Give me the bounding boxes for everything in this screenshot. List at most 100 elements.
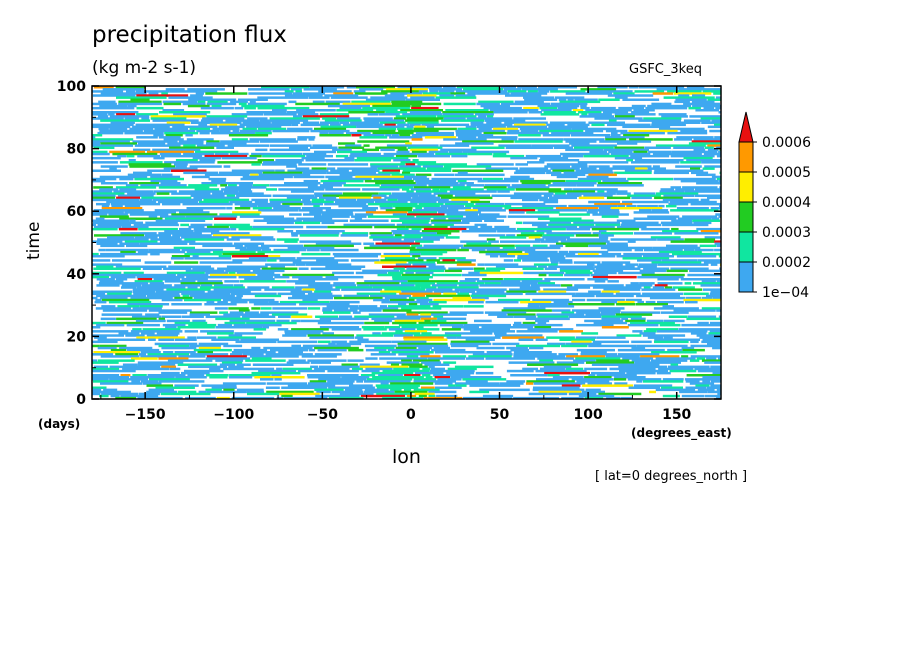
field-cell xyxy=(295,167,310,170)
field-cell xyxy=(528,111,542,114)
field-cell xyxy=(365,98,406,101)
field-cell xyxy=(592,232,601,235)
field-cell xyxy=(189,294,235,298)
field-cell xyxy=(616,303,635,306)
field-cell xyxy=(108,300,152,304)
field-cell xyxy=(550,257,566,260)
field-cell xyxy=(171,213,218,216)
field-cell xyxy=(92,388,102,392)
field-cell xyxy=(92,259,111,262)
field-cell xyxy=(651,261,702,264)
field-cell xyxy=(286,280,316,283)
field-cell xyxy=(565,255,616,258)
field-cell xyxy=(97,359,135,362)
field-cell xyxy=(467,92,510,95)
field-cell xyxy=(576,184,595,187)
field-cell xyxy=(553,146,573,149)
field-cell xyxy=(146,390,178,394)
field-cell xyxy=(450,92,466,95)
field-cell xyxy=(176,115,206,118)
field-cell xyxy=(159,240,196,243)
field-cell xyxy=(374,261,407,264)
field-cell xyxy=(639,269,667,273)
field-cell xyxy=(642,334,686,337)
field-cell xyxy=(655,388,696,392)
field-cell xyxy=(186,138,214,141)
field-cell xyxy=(249,138,296,141)
field-cell xyxy=(219,311,228,314)
field-cell xyxy=(397,86,442,89)
field-cell xyxy=(700,284,721,287)
field-cell xyxy=(662,394,680,398)
field-cell xyxy=(92,290,133,293)
field-cell xyxy=(533,382,586,385)
field-cell xyxy=(594,117,643,120)
field-cell xyxy=(312,100,325,104)
field-cell xyxy=(384,196,412,200)
field-cell xyxy=(345,144,362,147)
field-cell xyxy=(409,250,448,254)
field-cell xyxy=(514,321,522,325)
colorbar-swatch xyxy=(738,171,754,203)
field-cell xyxy=(432,305,464,308)
field-cell xyxy=(691,171,709,175)
field-cell xyxy=(614,113,656,116)
field-cell xyxy=(391,100,423,104)
field-cell xyxy=(427,357,465,360)
field-cell xyxy=(113,190,154,193)
field-cell xyxy=(383,152,435,156)
field-cell xyxy=(92,213,108,216)
field-cell xyxy=(437,232,452,235)
field-cell xyxy=(148,248,181,252)
field-cell xyxy=(109,365,161,369)
field-cell xyxy=(269,200,312,204)
field-cell xyxy=(631,111,650,114)
field-cell xyxy=(262,326,269,329)
field-cell xyxy=(322,307,349,310)
field-cell xyxy=(271,121,300,124)
field-cell xyxy=(109,378,149,381)
field-cell xyxy=(409,111,442,114)
field-cell xyxy=(584,319,624,323)
field-cell xyxy=(405,98,440,101)
field-cell xyxy=(393,117,406,120)
field-cell xyxy=(92,252,99,256)
field-cell xyxy=(627,378,662,381)
field-cell xyxy=(336,109,374,112)
field-cell xyxy=(129,219,136,222)
field-cell xyxy=(261,86,310,89)
field-cell xyxy=(450,225,478,229)
field-cell xyxy=(117,305,140,308)
field-cell xyxy=(712,346,721,350)
field-cell xyxy=(221,156,257,160)
field-cell xyxy=(244,244,259,248)
field-cell xyxy=(258,204,290,208)
field-cell xyxy=(587,278,608,281)
field-cell xyxy=(430,219,461,222)
field-cell xyxy=(134,144,181,147)
field-cell xyxy=(589,150,607,154)
field-cell xyxy=(294,221,321,225)
field-cell xyxy=(222,382,266,385)
field-cell xyxy=(704,236,721,239)
field-cell xyxy=(666,244,698,248)
field-cell xyxy=(702,90,721,93)
field-cell xyxy=(443,117,466,120)
field-cell xyxy=(160,182,181,185)
field-cell xyxy=(460,240,488,243)
field-cell xyxy=(624,169,652,172)
field-cell xyxy=(468,227,516,231)
field-cell xyxy=(164,230,194,233)
field-cell xyxy=(356,86,395,89)
field-cell xyxy=(97,238,149,241)
field-cell xyxy=(325,275,364,279)
field-cell xyxy=(410,200,437,204)
field-cell xyxy=(507,252,529,256)
field-cell xyxy=(213,288,262,291)
field-cell xyxy=(147,353,190,356)
field-cell xyxy=(92,359,98,362)
field-cell xyxy=(465,338,495,341)
field-cell xyxy=(423,396,463,399)
field-cell xyxy=(716,280,721,283)
field-cell xyxy=(500,86,516,89)
